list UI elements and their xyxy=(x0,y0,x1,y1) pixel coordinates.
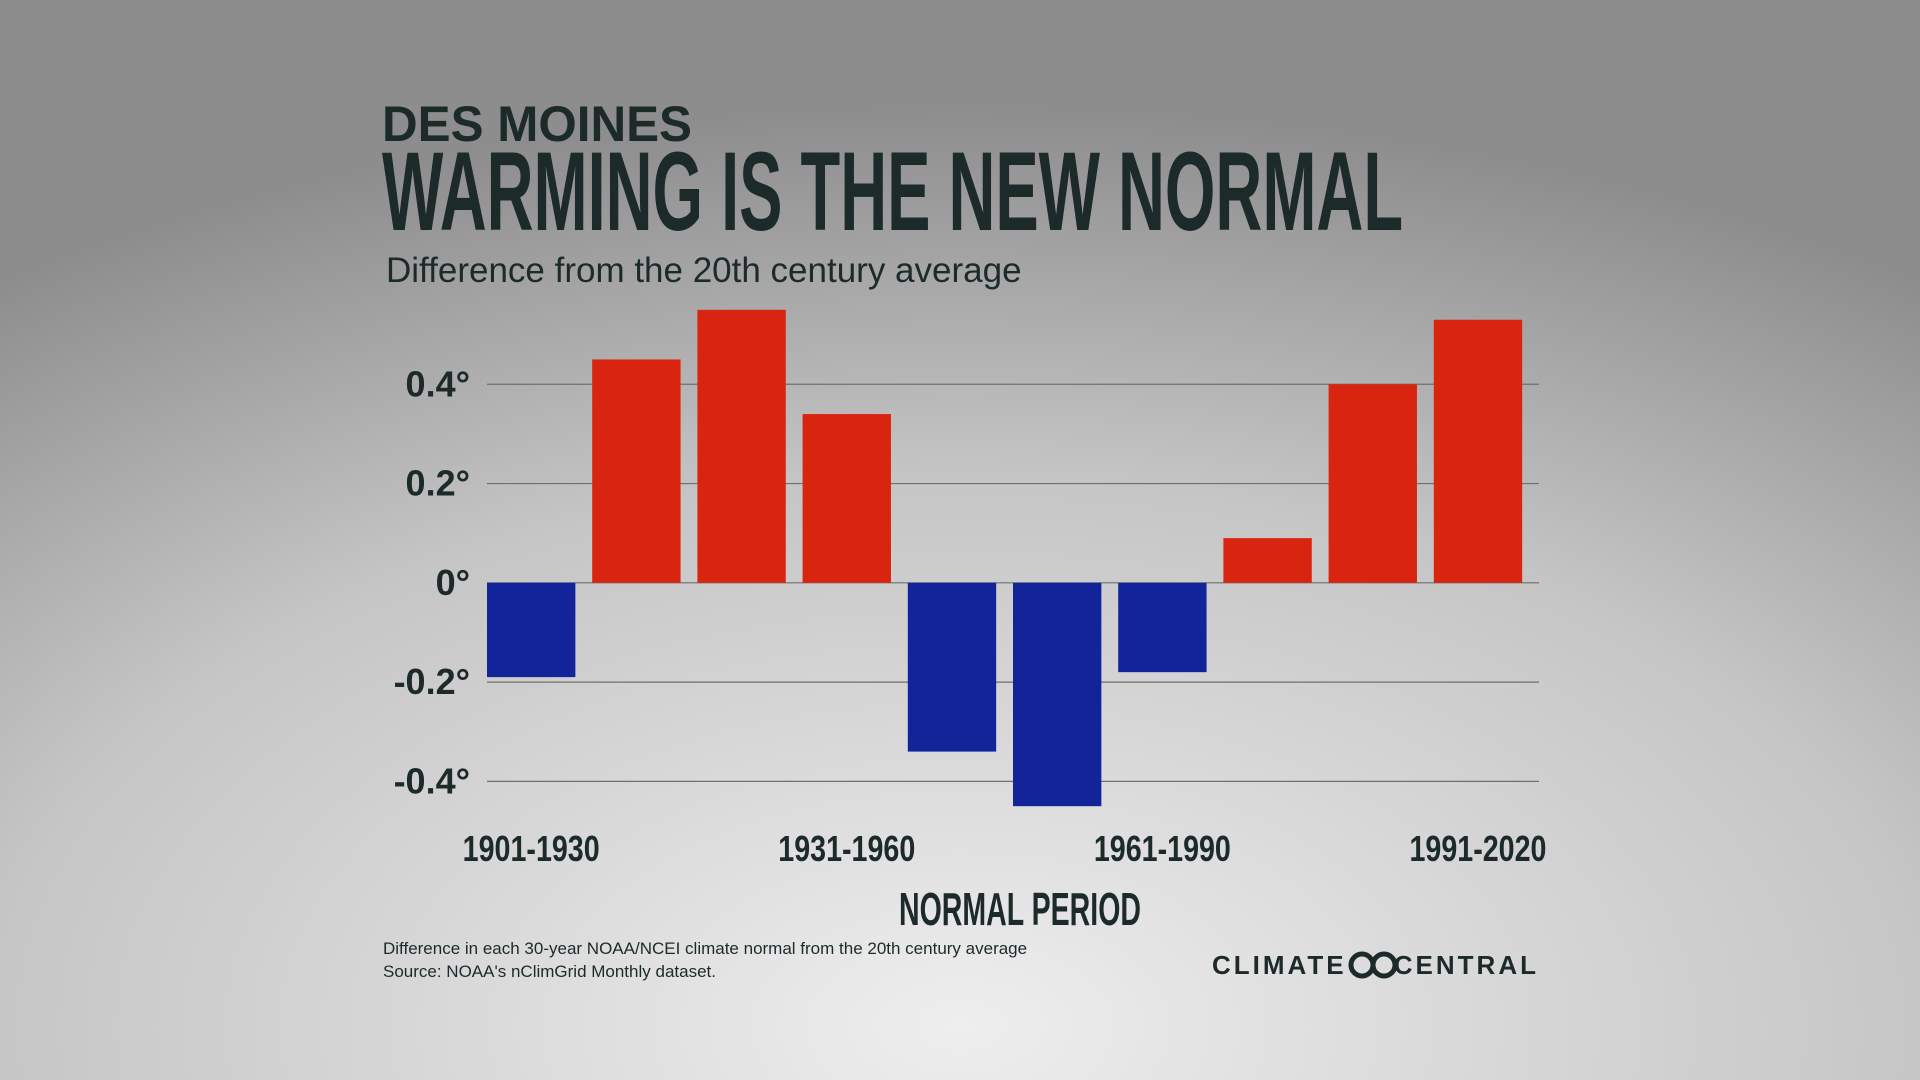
logo-text: CLIMATE xyxy=(1212,950,1347,980)
logo-mark xyxy=(1370,951,1398,979)
x-tick-label: 1931-1960 xyxy=(778,828,915,869)
x-tick-label: 1901-1930 xyxy=(463,828,600,869)
bar xyxy=(907,582,997,752)
bar xyxy=(1328,384,1417,583)
note: Source: NOAA's nClimGrid Monthly dataset… xyxy=(383,962,716,981)
y-tick-label: 0° xyxy=(436,562,470,603)
chart-title: WARMING IS THE NEW NORMAL xyxy=(382,129,1403,254)
chart-subtitle: Difference from the 20th century average xyxy=(386,251,1022,290)
y-tick-label: 0.4° xyxy=(406,363,470,404)
bar xyxy=(1223,538,1312,583)
bar xyxy=(592,359,681,583)
bar xyxy=(1433,319,1523,583)
bar xyxy=(1013,582,1102,807)
bar xyxy=(802,414,891,583)
logo-text: CENTRAL xyxy=(1394,950,1539,980)
bar xyxy=(487,582,576,678)
x-tick-label: 1961-1990 xyxy=(1094,828,1231,869)
y-tick-label: -0.4° xyxy=(394,760,470,801)
bar xyxy=(697,309,786,583)
x-tick-label: 1991-2020 xyxy=(1409,828,1546,869)
y-tick-label: -0.2° xyxy=(394,661,470,702)
supertitle: DES MOINES xyxy=(382,96,692,152)
note: Difference in each 30-year NOAA/NCEI cli… xyxy=(383,939,1027,958)
bar xyxy=(1118,582,1207,673)
x-axis-label: NORMAL PERIOD xyxy=(899,883,1141,935)
y-tick-label: 0.2° xyxy=(406,463,470,504)
